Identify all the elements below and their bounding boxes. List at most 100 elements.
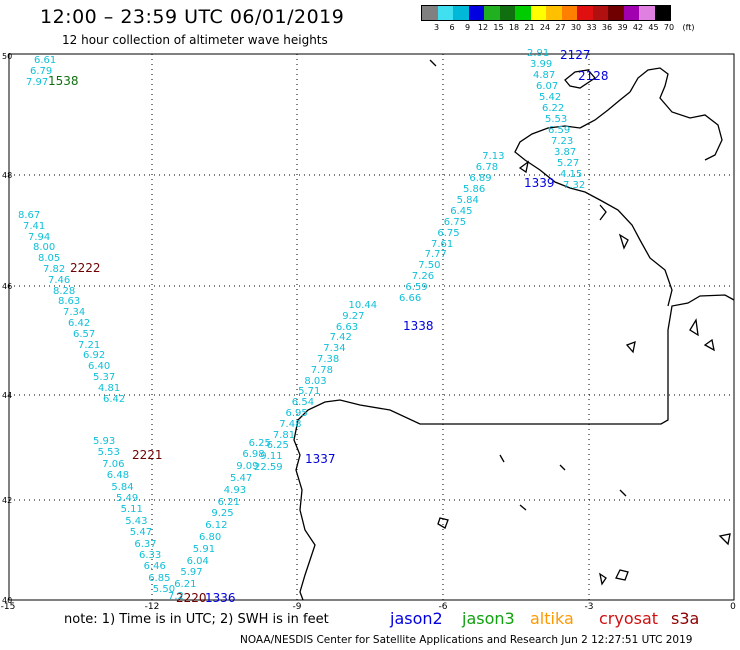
legend-swatch [499,6,515,20]
swh-value: 7.38 [317,354,340,365]
legend-label: 9 [464,23,471,32]
swh-value: 6.79 [30,66,53,77]
swh-value: 7.78 [310,364,333,376]
swh-value: 6.54 [291,397,315,409]
track-time-label: 2128 [578,69,609,83]
swh-value: 6.40 [88,361,111,373]
swh-value: 5.49 [116,493,139,504]
legend-swatch [546,6,562,20]
y-tick-label: 40 [2,596,13,605]
swh-value: 7.23 [551,136,574,147]
satellite-cryosat: cryosat [599,609,659,628]
swh-value: 9.11 [260,451,283,463]
swh-value: 5.50 [152,584,176,596]
swh-value: 6.37 [134,538,157,550]
swh-value: 9.27 [342,310,365,322]
x-tick-label: -9 [292,602,302,612]
legend-swatch [639,6,655,20]
swh-value: 7.06 [102,458,125,470]
legend-swatch [484,6,500,20]
legend-swatch [422,6,438,20]
swh-value: 5.71 [298,386,321,398]
track-time-label: 1538 [48,74,79,88]
swh-value: 6.59 [405,282,428,294]
x-tick-label: -3 [584,602,594,612]
y-tick-label: 48 [2,171,13,180]
swh-value: 2.91 [527,48,550,59]
swh-value: 6.25 [266,440,289,452]
swh-value: 4.87 [533,70,556,81]
swh-value: 7.42 [329,332,352,344]
swh-value: 5.42 [539,92,562,103]
swh-value: 7.41 [23,220,46,232]
track-time-label: 2127 [560,48,591,62]
satellite-jason3: jason3 [462,609,515,628]
legend-label: 15 [493,23,504,32]
track-time-label: 2220 [176,591,207,605]
swh-value: 5.97 [180,567,203,579]
swh-value: 6.75 [443,216,467,228]
legend-swatch [654,6,670,20]
swh-value: 7.61 [431,238,454,250]
swh-value: 8.28 [53,285,76,297]
swh-value: 6.21 [174,579,197,591]
satellite-altika: altika [530,609,574,628]
swh-value: 6.12 [205,520,228,532]
x-tick-label: -15 [0,602,16,612]
swh-value: 6.78 [475,162,499,174]
legend-label: 24 [539,23,551,32]
swh-value: 6.22 [542,103,565,114]
swh-value: 6.59 [548,125,571,136]
swh-value: 9.09 [236,461,259,473]
swh-value: 7.21 [78,339,101,351]
swh-value: 7.32 [563,180,586,191]
swh-value: 7.48 [279,418,302,430]
swh-value: 6.75 [437,227,460,239]
swh-value: 8.00 [33,242,56,254]
track-time-label: 1339 [524,176,555,190]
track-time-label: 2222 [70,261,101,275]
y-tick-label: 46 [2,282,13,291]
swh-value: 6.57 [73,328,96,340]
swh-value: 7.94 [28,231,51,243]
y-tick-label: 50 [2,52,13,61]
plot-frame [8,53,735,601]
legend-label: 21 [524,23,535,32]
x-tick-label: 0 [730,602,736,612]
swh-value: 5.53 [97,447,120,459]
grid-lines [9,54,734,600]
swh-value: 5.27 [557,158,580,169]
y-tick-label: 44 [2,391,13,400]
swh-value: 6.42 [68,318,91,329]
swh-value: 7.77 [424,249,447,261]
swh-value: 10.44 [348,300,378,311]
legend-label: 27 [555,23,566,32]
swh-value: 6.92 [83,350,106,362]
swh-value: 6.80 [199,532,222,543]
legend-swatch [530,6,546,20]
legend-label: 39 [617,23,628,32]
swh-value: 22.59 [254,462,283,473]
swh-value: 4.15 [560,169,583,180]
swh-value: 7.13 [482,151,505,163]
swh-value: 6.46 [143,561,166,573]
color-legend: 3 6 9 12 15 18 21 24 27 30 33 36 39 42 45 70 (ft) [421,5,695,35]
track-time-label: 1338 [403,319,434,333]
swh-value: 6.85 [148,572,171,584]
swh-value: 3.99 [530,59,553,70]
legend-swatch [561,6,577,20]
swh-value: 8.67 [18,210,41,221]
swh-value: 5.47 [230,473,253,484]
track-time-label: 1337 [305,452,336,466]
swh-value: 6.63 [335,321,359,333]
swh-value: 6.61 [34,55,57,66]
swh-value: 5.37 [93,372,116,383]
swh-value: 8.63 [58,296,81,308]
swh-value: 6.21 [217,496,240,508]
swh-value: 5.11 [120,504,143,516]
legend-labels: 3 6 9 12 15 18 21 24 27 30 33 36 39 42 45 70 (ft) [421,23,695,35]
coastline [293,59,735,601]
map-title: 12:00 – 23:59 UTC 06/01/2019 [40,6,345,28]
swh-value: 6.25 [248,437,271,449]
